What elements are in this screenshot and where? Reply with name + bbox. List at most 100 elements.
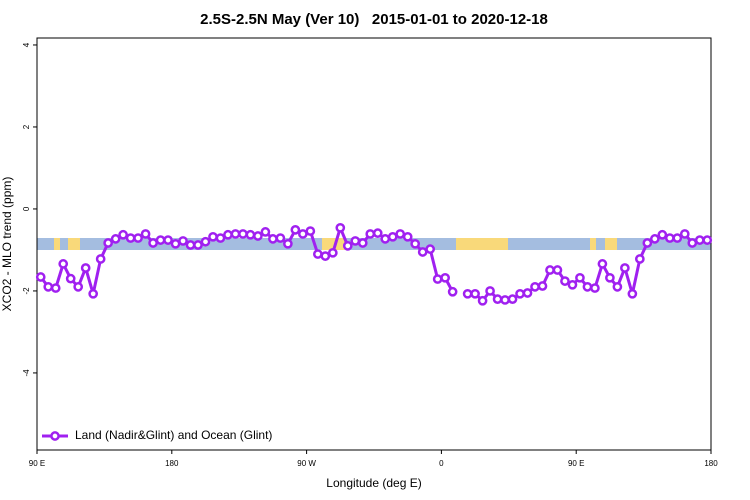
data-point [342, 240, 353, 251]
land-patch [456, 238, 508, 250]
land-patch [590, 238, 596, 250]
data-point [537, 281, 548, 291]
data-point [35, 272, 46, 282]
data-point [470, 288, 480, 299]
data-point [163, 235, 173, 245]
data-point [335, 222, 346, 233]
data-point [575, 272, 585, 283]
data-point [552, 265, 563, 275]
data-point [245, 229, 256, 240]
data-point [477, 295, 488, 306]
data-point [133, 233, 143, 243]
data-point [515, 288, 525, 299]
data-point [178, 236, 188, 246]
data-point [58, 259, 69, 269]
data-point [103, 238, 113, 248]
data-point [193, 240, 203, 250]
data-point [290, 225, 301, 235]
data-point [110, 234, 121, 244]
data-point [185, 240, 196, 250]
data-point [320, 251, 331, 261]
x-tick-label: 180 [704, 459, 718, 468]
data-point [350, 236, 361, 246]
chart-title: 2.5S-2.5N May (Ver 10) 2015-01-01 to 202… [200, 11, 548, 28]
data-point [447, 286, 458, 297]
data-point [88, 288, 99, 299]
data-point [440, 272, 450, 283]
data-point [215, 233, 226, 243]
data-point [253, 231, 263, 241]
x-tick-label: 180 [165, 459, 179, 468]
data-point [95, 254, 106, 264]
legend-item: Land (Nadir&Glint) and Ocean (Glint) [42, 428, 272, 442]
data-point [140, 229, 151, 239]
data-point [283, 238, 293, 249]
x-tick-label: 90 E [568, 459, 584, 468]
data-point [387, 231, 398, 242]
data-point [223, 229, 233, 240]
data-point [500, 295, 510, 305]
data-point [380, 234, 391, 244]
data-point [125, 233, 136, 243]
data-point [612, 281, 623, 292]
data-point [649, 234, 660, 244]
plot-frame [36, 37, 712, 451]
data-point [687, 238, 698, 248]
x-tick-label: 0 [439, 459, 444, 468]
data-point [43, 281, 54, 292]
data-point [582, 281, 593, 292]
data-point [365, 229, 376, 239]
data-point [395, 229, 406, 239]
data-point [155, 235, 166, 245]
data-point [230, 229, 241, 239]
data-point [417, 247, 428, 257]
y-tick-label: 0 [22, 206, 31, 211]
data-point [238, 229, 248, 239]
data-point [560, 276, 570, 286]
data-point [462, 288, 473, 299]
data-point [148, 238, 158, 248]
data-point [642, 238, 653, 248]
data-point [627, 288, 638, 299]
legend-marker [50, 431, 60, 441]
data-point [605, 272, 615, 283]
data-point [702, 235, 713, 245]
data-point [425, 244, 436, 254]
data-point [432, 274, 443, 284]
data-point [65, 273, 76, 284]
data-point [657, 229, 668, 240]
data-point [402, 231, 413, 242]
data-point [620, 263, 630, 273]
data-point [200, 236, 211, 247]
data-point [268, 234, 278, 244]
data-point [80, 263, 91, 273]
data-point [357, 238, 368, 248]
data-point [208, 231, 218, 242]
data-point [530, 281, 540, 292]
y-tick-label: -4 [22, 369, 31, 377]
y-tick-label: 4 [22, 42, 31, 47]
data-point [597, 259, 608, 269]
data-point [118, 229, 128, 240]
data-point [679, 229, 690, 239]
x-axis-label: Longitude (deg E) [326, 476, 421, 490]
x-tick-label: 90 E [29, 459, 45, 468]
data-point [522, 288, 533, 298]
land-patch [68, 238, 80, 250]
data-point [170, 238, 181, 249]
y-tick-label: 2 [22, 124, 31, 129]
data-point [372, 228, 383, 238]
y-axis-label: XCO2 - MLO trend (ppm) [0, 177, 14, 312]
data-point [50, 283, 61, 293]
data-point [567, 279, 578, 290]
data-point [664, 233, 675, 243]
data-point [672, 233, 683, 243]
land-patch [605, 238, 617, 250]
data-point [694, 235, 705, 245]
data-point [275, 233, 286, 243]
data-point [312, 249, 323, 259]
data-point [327, 247, 338, 258]
data-point [590, 283, 600, 293]
data-point [410, 238, 421, 249]
